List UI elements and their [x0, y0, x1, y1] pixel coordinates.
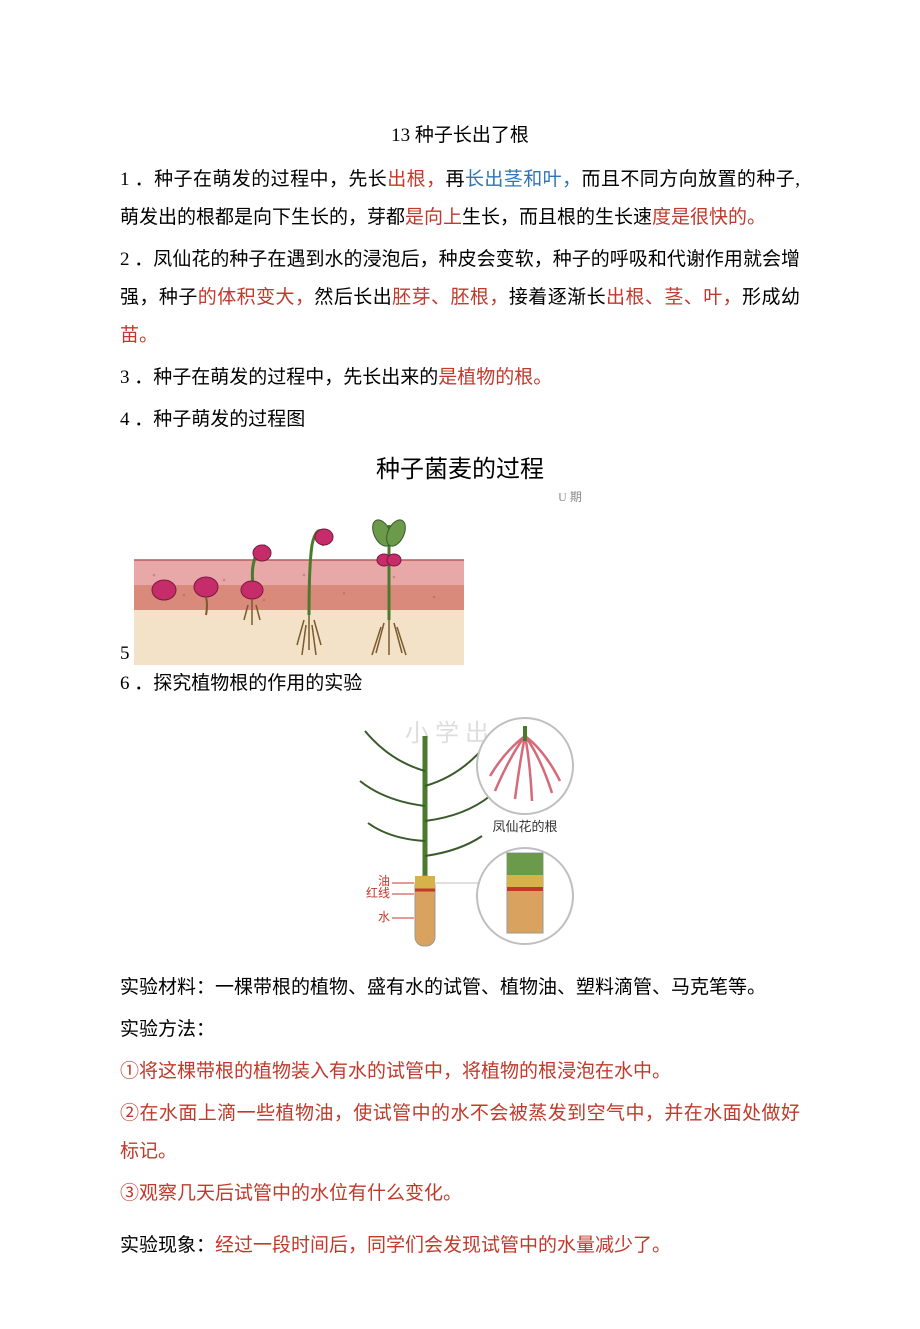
- text: 生长，而且根的生长速: [462, 207, 652, 228]
- text: 1 ．种子在萌发的过程中，先长: [120, 169, 387, 190]
- text-red: 胚芽、胚根，: [392, 287, 509, 308]
- text-red: 是向上: [405, 207, 462, 228]
- document-page: 13 种子长出了根 1 ．种子在萌发的过程中，先长出根，再长出茎和叶，而且不同方…: [0, 0, 920, 1329]
- result-text: 经过一段时间后，同学们会发现试管中的水量减少了。: [215, 1235, 671, 1256]
- water-label: 水: [378, 910, 390, 924]
- text-red: 出根，: [387, 169, 445, 190]
- text-red: 的体积变大，: [198, 287, 315, 308]
- text: 形成幼: [742, 287, 800, 308]
- result-label: 实验现象：: [120, 1235, 215, 1256]
- text: 3 ．种子在萌发的过程中，先长出来的: [120, 367, 438, 388]
- text: 然后长出: [314, 287, 392, 308]
- svg-text:小 学 出: 小 学 出: [405, 720, 489, 747]
- method-title: 实验方法：: [120, 1011, 800, 1049]
- text-red: 出根、茎、叶，: [606, 287, 742, 308]
- germination-diagram: 5: [120, 505, 800, 665]
- u-stage-label: U 期: [340, 488, 800, 505]
- text-red: 苗。: [120, 325, 158, 346]
- method-step-2: ②在水面上滴一些植物油，使试管中的水不会被蒸发到空气中，并在水面处做好标记。: [120, 1095, 800, 1171]
- text: 再: [446, 169, 465, 190]
- paragraph-1: 1 ．种子在萌发的过程中，先长出根，再长出茎和叶，而且不同方向放置的种子,萌发出…: [120, 161, 800, 237]
- text-red: 度是很快的。: [652, 207, 766, 228]
- text: 接着逐渐长: [509, 287, 606, 308]
- materials-line: 实验材料：一棵带根的植物、盛有水的试管、植物油、塑料滴管、马克笔等。: [120, 969, 800, 1007]
- method-step-1: ①将这棵带根的植物装入有水的试管中，将植物的根浸泡在水中。: [120, 1053, 800, 1091]
- text-red: 是植物的根。: [438, 367, 552, 388]
- paragraph-4: 4 ．种子萌发的过程图: [120, 401, 800, 439]
- list-number-5: 5: [120, 644, 130, 663]
- paragraph-2: 2 ．凤仙花的种子在遇到水的浸泡后，种皮会变软，种子的呼吸和代谢作用就会增强，种…: [120, 241, 800, 355]
- root-experiment-svg: 小 学 出 油 红线 水: [310, 711, 610, 961]
- paragraph-3: 3 ．种子在萌发的过程中，先长出来的是植物的根。: [120, 359, 800, 397]
- paragraph-6: 6 ．探究植物根的作用的实验: [120, 665, 800, 703]
- germination-diagram-title: 种子菌麦的过程: [120, 449, 800, 484]
- text-blue: 长出茎和叶，: [465, 169, 582, 190]
- root-experiment-diagram: 小 学 出 油 红线 水: [120, 711, 800, 961]
- page-title: 13 种子长出了根: [120, 120, 800, 147]
- method-step-3: ③观察几天后试管中的水位有什么变化。: [120, 1175, 800, 1213]
- redline-label: 红线: [366, 885, 390, 900]
- result-line: 实验现象：经过一段时间后，同学们会发现试管中的水量减少了。: [120, 1227, 800, 1265]
- root-caption: 凤仙花的根: [492, 819, 557, 834]
- germination-svg: [134, 505, 464, 665]
